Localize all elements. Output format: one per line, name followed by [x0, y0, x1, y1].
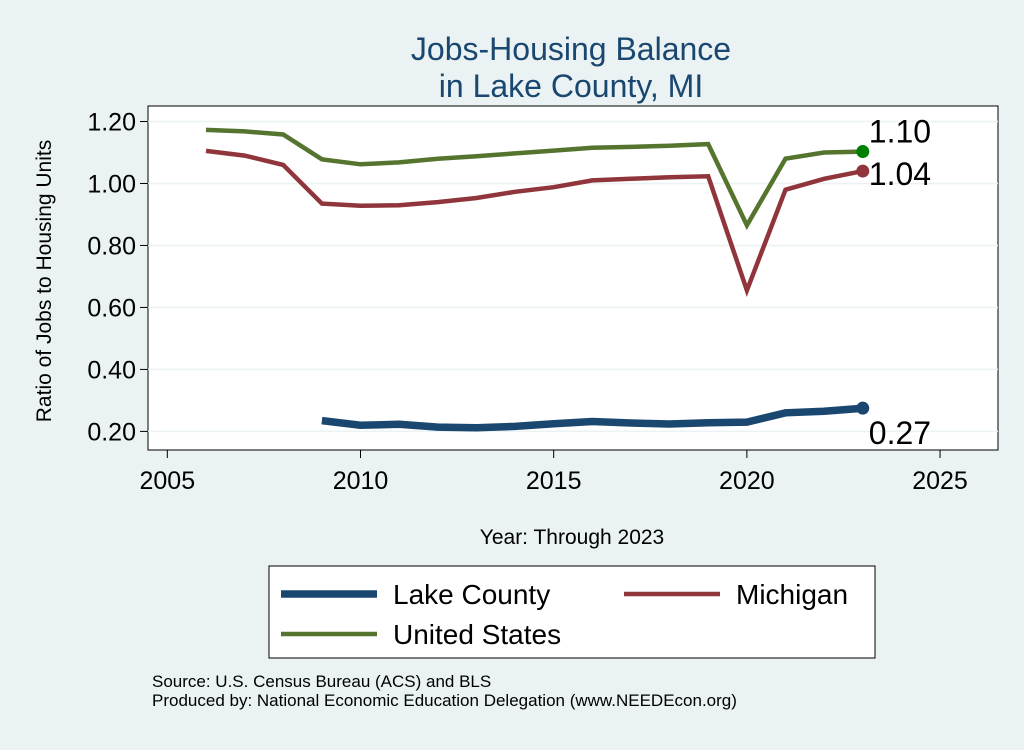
y-tick-label: 0.80 [87, 232, 136, 260]
x-tick-label: 2010 [333, 467, 389, 495]
x-axis-label: Year: Through 2023 [480, 526, 665, 549]
source-line: Source: U.S. Census Bureau (ACS) and BLS [152, 672, 492, 691]
legend-entries: Lake County Michigan United States [281, 579, 848, 650]
legend-label-michigan: Michigan [736, 579, 848, 610]
y-axis-label: Ratio of Jobs to Housing Units [33, 140, 56, 422]
legend: Lake County Michigan United States [268, 565, 876, 659]
y-tick-label: 0.40 [87, 356, 136, 384]
series-line-michigan [205, 148, 864, 298]
end-label-michigan: 1.04 [869, 156, 931, 192]
y-tick-label: 0.20 [87, 418, 136, 446]
x-tick-label: 2005 [140, 467, 196, 495]
legend-label-united-states: United States [393, 619, 561, 650]
x-tick-label: 2020 [719, 467, 775, 495]
x-tick-label: 2025 [912, 467, 968, 495]
series: 0.27 1.04 1.10 [205, 114, 931, 451]
axes: 0.20 0.40 0.60 0.80 1.00 1.20 2005 2010 2015 2020… [87, 108, 968, 495]
chart-title-line-2: in Lake County, MI [439, 68, 703, 104]
series-line-united-states [205, 127, 863, 231]
y-tick-label: 1.20 [87, 108, 136, 136]
y-tick-label: 0.60 [87, 294, 136, 322]
source-note: Source: U.S. Census Bureau (ACS) and BLS… [152, 672, 737, 710]
legend-box [268, 565, 876, 659]
chart-title-line-1: Jobs-Housing Balance [411, 31, 731, 67]
end-label-lake-county: 0.27 [869, 415, 931, 451]
end-point-united-states [856, 145, 870, 159]
end-point-lake-county [856, 401, 870, 415]
legend-label-lake-county: Lake County [393, 579, 550, 610]
y-tick-label: 1.00 [87, 170, 136, 198]
plot-area [147, 105, 999, 451]
series-line-lake-county [321, 404, 864, 432]
end-label-united-states: 1.10 [869, 114, 931, 150]
end-point-michigan [856, 164, 870, 178]
x-tick-label: 2015 [526, 467, 582, 495]
produced-by-line: Produced by: National Economic Education… [152, 691, 737, 710]
